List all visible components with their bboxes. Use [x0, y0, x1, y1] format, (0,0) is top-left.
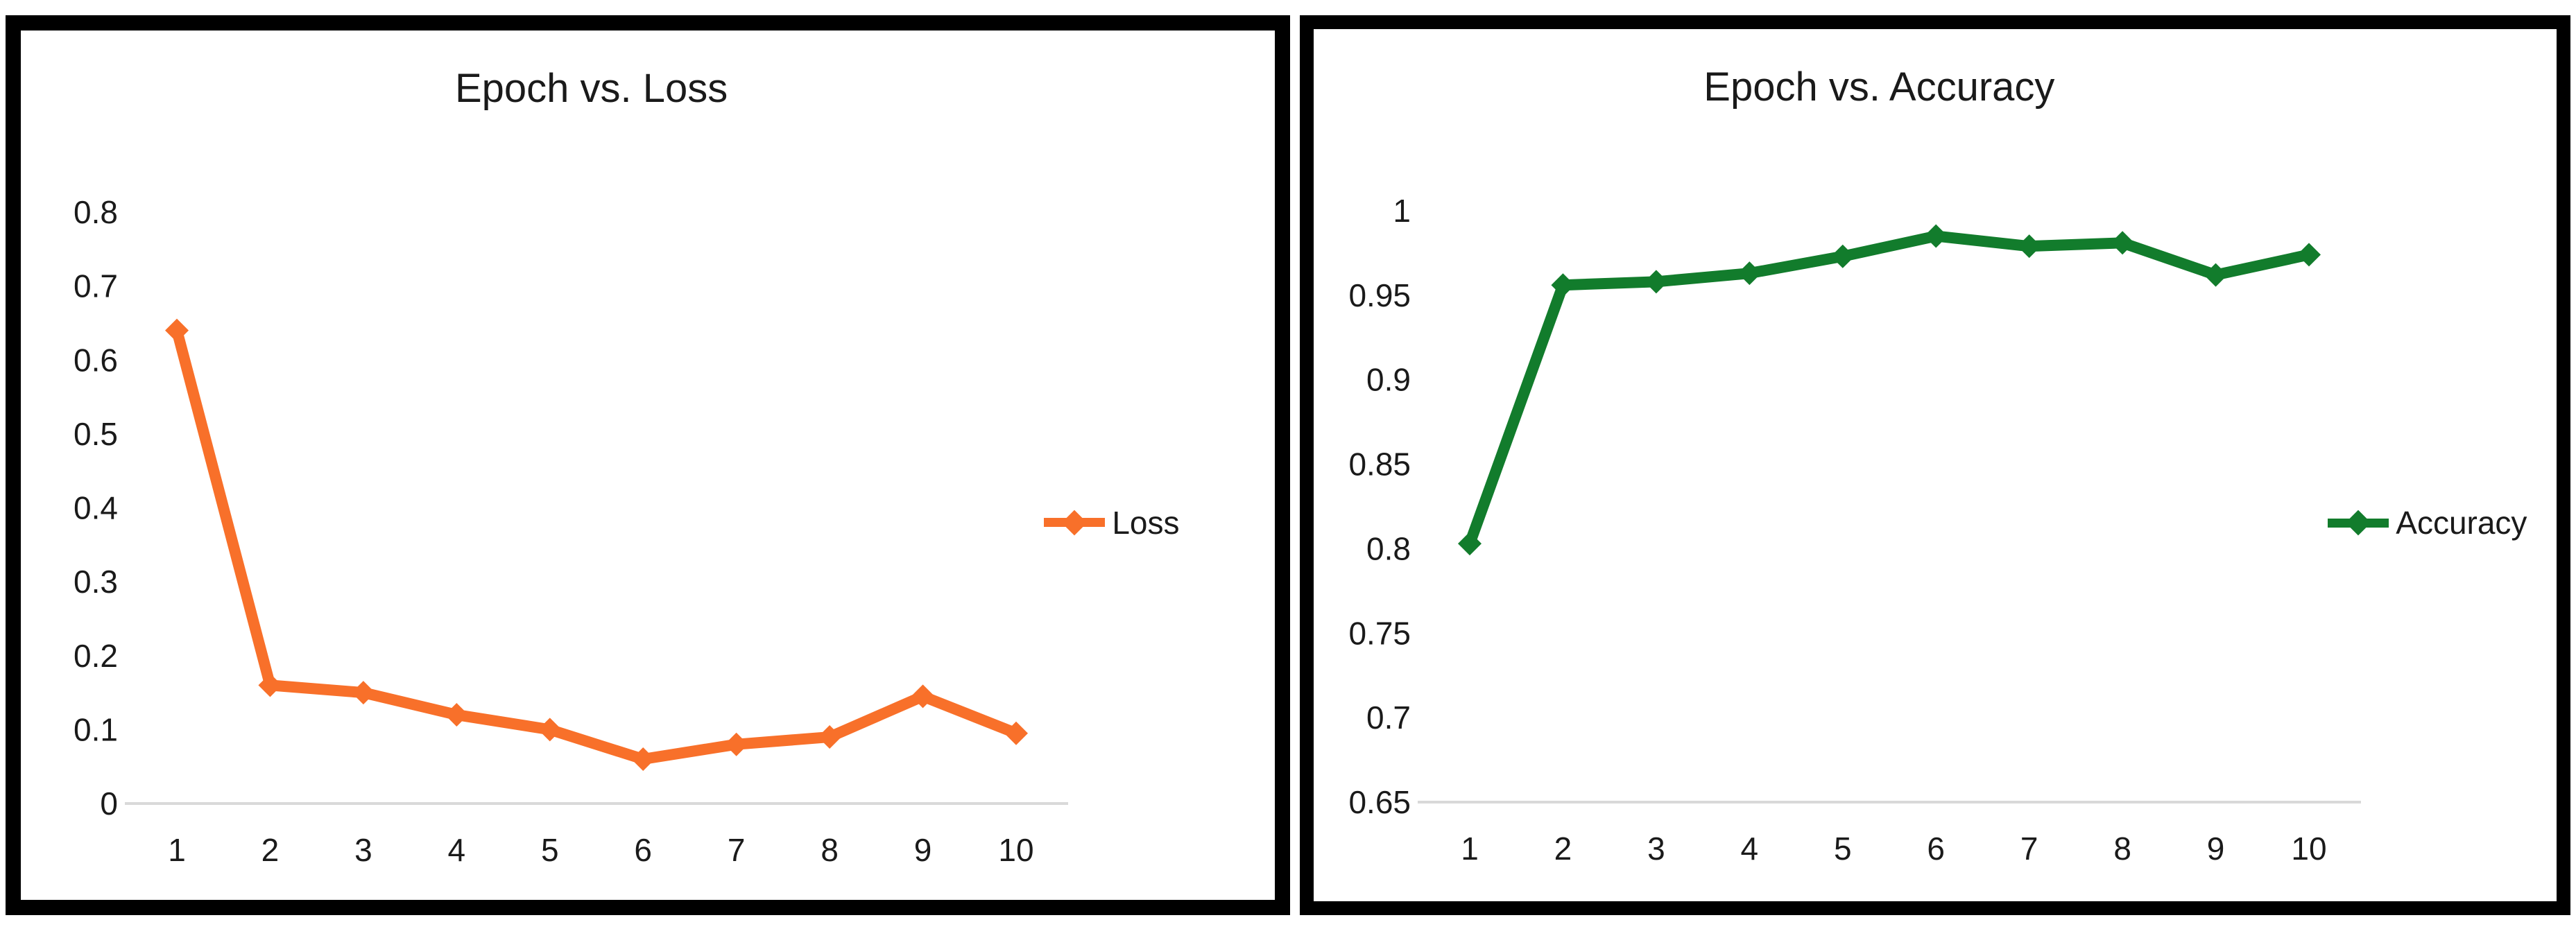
accuracy-chart-panel: Epoch vs. Accuracy 0.65 0.7 0.75 0.8 0.85 0.9… — [1300, 15, 2570, 915]
line-marker-icon — [2328, 510, 2389, 536]
x-tick-label: 5 — [541, 832, 559, 868]
data-point — [2297, 243, 2321, 267]
y-tick-label: 0.5 — [74, 416, 118, 452]
data-point — [445, 703, 469, 727]
chart-title: Epoch vs. Accuracy — [1703, 64, 2055, 110]
x-tick-label: 8 — [821, 832, 839, 868]
x-tick-label: 4 — [448, 832, 466, 868]
x-tick-label: 3 — [1647, 831, 1665, 867]
chart-title: Epoch vs. Loss — [454, 66, 728, 111]
x-tick-label: 6 — [1927, 831, 1945, 867]
y-tick-label: 0.7 — [1366, 700, 1411, 736]
diamond-marker-icon — [2345, 510, 2371, 536]
y-tick-label: 0.7 — [74, 268, 118, 304]
data-point — [1458, 532, 1482, 556]
loss-chart-panel: Epoch vs. Loss 0 0.1 0.2 0.3 0.4 0.5 0.6 0.7 0.8… — [6, 15, 1290, 915]
loss-chart-canvas: 0 0.1 0.2 0.3 0.4 0.5 0.6 0.7 0.8 1 2 3 4 5 6 7 8 9 10 — [74, 194, 1068, 868]
legend: Loss — [1044, 504, 1179, 541]
line-marker-icon — [1044, 510, 1106, 536]
y-tick-label: 0.95 — [1348, 277, 1411, 313]
data-point — [1004, 721, 1028, 745]
data-point — [538, 718, 562, 742]
y-tick-label: 0.75 — [1348, 615, 1411, 651]
y-tick-label: 0.3 — [74, 564, 118, 600]
y-tick-label: 0.6 — [74, 342, 118, 378]
y-tick-label: 1 — [1393, 193, 1411, 229]
data-point — [2204, 263, 2228, 287]
x-tick-label: 9 — [914, 832, 932, 868]
x-tick-label: 7 — [728, 832, 746, 868]
x-tick-label: 10 — [2291, 831, 2326, 867]
y-tick-label: 0 — [100, 785, 118, 822]
data-point — [911, 684, 935, 709]
y-tick-label: 0.8 — [74, 194, 118, 230]
x-tick-label: 4 — [1741, 831, 1759, 867]
x-tick-label: 7 — [2020, 831, 2038, 867]
data-point — [818, 725, 842, 749]
data-point — [724, 732, 748, 756]
data-point — [1924, 224, 1948, 248]
x-tick-label: 2 — [261, 832, 280, 868]
data-point — [165, 318, 189, 342]
x-tick-label: 1 — [1461, 831, 1479, 867]
y-tick-label: 0.9 — [1366, 362, 1411, 398]
y-tick-label: 0.1 — [74, 711, 118, 747]
data-point — [2017, 234, 2041, 259]
data-point — [1830, 244, 1855, 268]
x-tick-label: 10 — [998, 832, 1033, 868]
x-tick-label: 2 — [1554, 831, 1572, 867]
legend: Accuracy — [2328, 504, 2527, 541]
data-point — [351, 681, 375, 705]
y-tick-label: 0.4 — [74, 490, 118, 526]
x-tick-label: 9 — [2207, 831, 2225, 867]
legend-label: Loss — [1112, 504, 1180, 541]
data-point — [1644, 270, 1668, 294]
y-tick-label: 0.65 — [1348, 784, 1411, 820]
x-tick-label: 1 — [168, 832, 186, 868]
data-point — [1551, 273, 1575, 297]
y-tick-label: 0.85 — [1348, 446, 1411, 483]
x-tick-label: 6 — [634, 832, 652, 868]
diamond-marker-icon — [1061, 510, 1088, 536]
x-tick-label: 3 — [354, 832, 372, 868]
data-point — [1737, 261, 1762, 286]
x-tick-label: 5 — [1834, 831, 1852, 867]
series-line — [171, 324, 1022, 765]
accuracy-chart-canvas: 0.65 0.7 0.75 0.8 0.85 0.9 0.95 1 1 2 3 4 5 6 7 8 9 10 — [1348, 193, 2361, 867]
series-line — [1464, 230, 2315, 550]
data-point — [2111, 231, 2135, 255]
legend-label: Accuracy — [2396, 505, 2527, 541]
data-point — [631, 747, 655, 772]
y-tick-label: 0.8 — [1366, 530, 1411, 566]
data-point — [258, 673, 282, 697]
x-tick-label: 8 — [2113, 831, 2131, 867]
y-tick-label: 0.2 — [74, 638, 118, 674]
